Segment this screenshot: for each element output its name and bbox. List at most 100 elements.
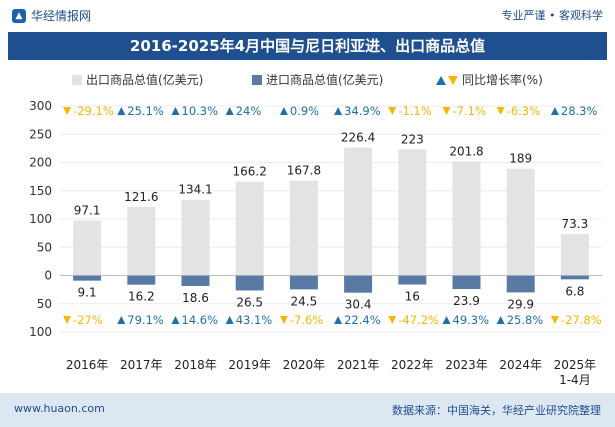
import-bar <box>344 275 373 293</box>
brand[interactable]: ▲ 华经情报网 <box>12 7 91 24</box>
growth-up-arrow-icon <box>334 316 343 324</box>
chart-title: 2016-2025年4月中国与尼日利亚进、出口商品总值 <box>8 32 607 60</box>
export-value-label: 121.6 <box>124 190 158 204</box>
import-bar <box>73 275 102 281</box>
export-bar <box>344 147 373 276</box>
x-tick-label: 2016年 <box>66 358 109 372</box>
footer: www.huaon.com 数据来源：中国海关，华经产业研究院整理 <box>0 393 615 427</box>
y-tick-label: 300 <box>29 99 52 113</box>
export-growth-label: 34.9% <box>344 104 381 118</box>
import-growth-label: -7.6% <box>290 313 323 327</box>
legend: 出口商品总值(亿美元) 进口商品总值(亿美元) 同比增长率(%) <box>72 72 543 87</box>
x-tick-label: 2023年 <box>445 358 488 372</box>
y-tick-label: 150 <box>29 184 52 198</box>
import-value-label: 9.1 <box>78 286 97 300</box>
growth-up-arrow-icon <box>442 316 451 324</box>
export-value-label: 201.8 <box>449 144 483 158</box>
growth-down-arrow-icon <box>442 107 451 115</box>
x-tick-label: 2021年 <box>337 358 380 372</box>
import-bar <box>452 275 481 290</box>
import-growth-label: 43.1% <box>236 313 273 327</box>
brand-name: 华经情报网 <box>31 9 92 23</box>
growth-up-arrow-icon <box>225 107 234 115</box>
x-tick-label: 2018年 <box>174 358 217 372</box>
export-growth-label: -1.1% <box>398 104 431 118</box>
export-bar <box>560 234 589 276</box>
legend-import-label: 进口商品总值(亿美元) <box>266 72 383 87</box>
growth-down-arrow-icon <box>279 316 288 324</box>
export-growth-label: 0.9% <box>290 104 319 118</box>
export-bar <box>452 161 481 276</box>
y-tick-label: 250 <box>29 127 52 141</box>
legend-export-swatch <box>72 75 82 85</box>
export-bar <box>289 180 318 276</box>
import-growth-label: 14.6% <box>182 313 219 327</box>
export-bar <box>235 181 264 276</box>
growth-down-arrow-icon <box>63 107 72 115</box>
top-bar: ▲ 华经情报网 专业严谨 • 客观科学 <box>0 0 615 32</box>
growth-up-arrow-icon <box>171 107 180 115</box>
export-growth-label: 24% <box>236 104 262 118</box>
growth-down-arrow-icon <box>388 107 397 115</box>
import-bar <box>289 275 318 290</box>
export-value-label: 73.3 <box>562 217 589 231</box>
growth-down-arrow-icon <box>63 316 72 324</box>
x-tick-label: 2025年 <box>554 358 597 372</box>
import-value-label: 30.4 <box>345 298 372 312</box>
export-growth-label: 10.3% <box>182 104 219 118</box>
export-bar <box>181 199 210 276</box>
brand-logo-icon: ▲ <box>12 8 26 23</box>
import-growth-label: 22.4% <box>344 313 381 327</box>
import-growth-label: -27% <box>73 313 103 327</box>
export-value-label: 167.8 <box>287 164 321 178</box>
export-value-label: 166.2 <box>233 165 267 179</box>
import-growth-label: -27.8% <box>561 313 602 327</box>
x-tick-label: 2022年 <box>391 358 434 372</box>
x-tick-label: 2024年 <box>499 358 542 372</box>
import-value-label: 26.5 <box>236 295 263 309</box>
import-growth-label: -47.2% <box>398 313 439 327</box>
growth-up-arrow-icon <box>225 316 234 324</box>
import-growth-label: 49.3% <box>453 313 490 327</box>
y-tick-label: 50 <box>37 297 52 311</box>
bars <box>73 147 589 293</box>
legend-growth-label: 同比增长率(%) <box>462 72 543 87</box>
export-growth-label: 25.1% <box>127 104 164 118</box>
growth-down-arrow-icon <box>496 107 505 115</box>
legend-export-label: 出口商品总值(亿美元) <box>86 72 203 87</box>
import-bar <box>127 275 156 285</box>
export-bar <box>73 220 102 276</box>
export-value-label: 189 <box>509 152 532 166</box>
website-link[interactable]: www.huaon.com <box>14 402 105 415</box>
y-tick-label: 50 <box>37 240 52 254</box>
growth-up-arrow-icon <box>117 107 126 115</box>
export-bar <box>506 168 535 276</box>
import-growth-label: 79.1% <box>127 313 164 327</box>
import-value-label: 16 <box>405 290 420 304</box>
import-value-label: 16.2 <box>128 290 155 304</box>
import-value-label: 29.9 <box>507 297 534 311</box>
import-bar <box>181 275 210 287</box>
import-value-label: 18.6 <box>182 291 209 305</box>
import-growth-label: 25.8% <box>507 313 544 327</box>
y-tick-label: 200 <box>29 156 52 170</box>
growth-down-arrow-icon <box>550 316 559 324</box>
x-tick-label: 2020年 <box>283 358 326 372</box>
growth-down-arrow-icon <box>388 316 397 324</box>
export-growth-label: -6.3% <box>507 104 540 118</box>
import-value-label: 24.5 <box>291 294 318 308</box>
y-tick-label: 0 <box>44 269 52 283</box>
export-value-label: 134.1 <box>178 183 212 197</box>
legend-import-swatch <box>252 75 262 85</box>
data-labels: 97.1 9.1 121.6 16.2 134.1 18.6 166.2 26.5 167.8 2… <box>74 131 589 312</box>
export-growth-label: -29.1% <box>73 104 114 118</box>
growth-up-arrow-icon <box>334 107 343 115</box>
import-value-label: 6.8 <box>565 284 584 298</box>
growth-labels: -29.1% -27% 25.1% 79.1% 10.3% 14.6% 24% 43.1% 0.… <box>63 104 602 327</box>
x-tick-label: 2019年 <box>228 358 271 372</box>
import-bar <box>506 275 535 293</box>
export-growth-label: -7.1% <box>453 104 486 118</box>
import-bar <box>560 275 589 280</box>
data-source: 数据来源：中国海关，华经产业研究院整理 <box>392 404 601 417</box>
